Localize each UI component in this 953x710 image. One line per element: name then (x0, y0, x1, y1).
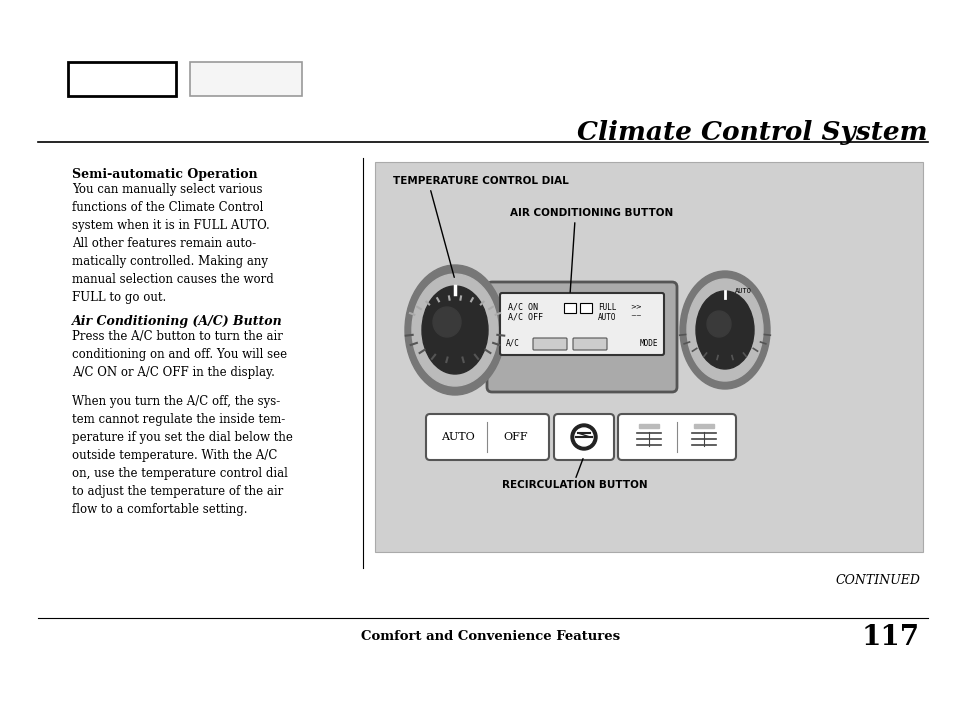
Text: Press the A/C button to turn the air
conditioning on and off. You will see
A/C O: Press the A/C button to turn the air con… (71, 330, 287, 379)
Circle shape (571, 424, 597, 450)
Bar (639, 424, 659, 428)
Ellipse shape (696, 291, 753, 369)
Ellipse shape (405, 265, 504, 395)
Text: 117: 117 (861, 624, 919, 651)
FancyBboxPatch shape (618, 414, 735, 460)
Text: Semi-automatic Operation: Semi-automatic Operation (71, 168, 257, 181)
Text: FULL: FULL (598, 303, 616, 312)
Text: When you turn the A/C off, the sys-
tem cannot regulate the inside tem-
perature: When you turn the A/C off, the sys- tem … (71, 395, 293, 516)
Text: ~~: ~~ (629, 313, 641, 319)
Text: RECIRCULATION BUTTON: RECIRCULATION BUTTON (501, 480, 647, 490)
FancyBboxPatch shape (533, 338, 566, 350)
Bar (563, 303, 576, 313)
Bar (68, 62, 175, 96)
Ellipse shape (706, 311, 730, 337)
FancyBboxPatch shape (499, 293, 663, 355)
Text: A/C OFF: A/C OFF (507, 313, 542, 322)
Text: MODE: MODE (639, 339, 658, 348)
Ellipse shape (679, 271, 769, 389)
Bar (693, 424, 713, 428)
Text: A/C ON: A/C ON (507, 303, 537, 312)
Text: AUTO: AUTO (440, 432, 475, 442)
FancyBboxPatch shape (554, 414, 614, 460)
Text: AUTO: AUTO (598, 313, 616, 322)
Ellipse shape (421, 286, 488, 374)
Ellipse shape (433, 307, 460, 337)
Text: You can manually select various
functions of the Climate Control
system when it : You can manually select various function… (71, 183, 274, 304)
Text: CONTINUED: CONTINUED (834, 574, 919, 587)
FancyBboxPatch shape (573, 338, 606, 350)
Text: >>: >> (629, 303, 641, 309)
Bar (190, 62, 302, 96)
Text: Climate Control System: Climate Control System (577, 120, 927, 145)
Text: A/C: A/C (505, 339, 519, 348)
Bar (375, 162, 923, 552)
Circle shape (575, 428, 593, 446)
Ellipse shape (686, 279, 762, 381)
Text: Air Conditioning (A/C) Button: Air Conditioning (A/C) Button (71, 315, 282, 328)
Text: OFF: OFF (503, 432, 528, 442)
Ellipse shape (412, 274, 497, 386)
Text: TEMPERATURE CONTROL DIAL: TEMPERATURE CONTROL DIAL (393, 176, 568, 186)
Text: AIR CONDITIONING BUTTON: AIR CONDITIONING BUTTON (510, 208, 673, 218)
Text: Comfort and Convenience Features: Comfort and Convenience Features (360, 630, 619, 643)
Text: AUTO: AUTO (734, 288, 751, 294)
FancyBboxPatch shape (486, 282, 677, 392)
FancyBboxPatch shape (426, 414, 548, 460)
Bar (579, 303, 592, 313)
